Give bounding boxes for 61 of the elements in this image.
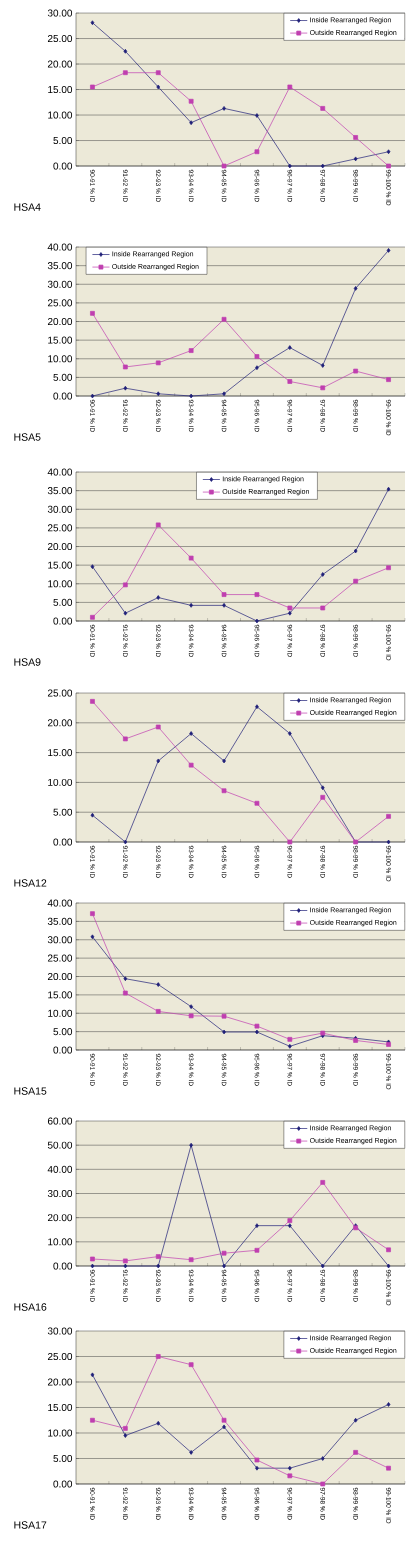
y-tick-label: 15.00 [48, 991, 73, 999]
y-tick-label: 25.00 [47, 1352, 73, 1361]
y-tick-label: 30.00 [47, 280, 73, 288]
y-tick-label: 25.00 [47, 524, 73, 532]
y-tick-label: 35.00 [47, 487, 73, 495]
y-tick-label: 15.00 [48, 86, 73, 94]
y-tick-label: 10.00 [48, 1009, 73, 1017]
y-tick-label: 20.00 [47, 60, 73, 68]
y-tick-label: 15.00 [48, 749, 73, 757]
y-tick-label: 20.00 [47, 719, 73, 727]
y-tick-label: 25.00 [47, 299, 73, 307]
y-tick-label: 40.00 [47, 468, 73, 476]
text: HSA9 [14, 658, 41, 666]
y-tick-label: 30.00 [47, 1189, 73, 1198]
y-tick-label: 30.00 [47, 936, 73, 944]
y-tick-label: 10.00 [48, 1429, 73, 1437]
y-tick-label: 40.00 [47, 243, 73, 251]
y-tick-label: 30.00 [47, 505, 73, 513]
text: HSA4 [14, 203, 41, 211]
y-tick-label: 20.00 [47, 317, 73, 326]
text: HSA5 [14, 433, 41, 441]
y-tick-label: 20.00 [47, 1214, 73, 1222]
y-tick-label: 5.00 [53, 1028, 73, 1036]
y-tick-label: 5.00 [53, 808, 73, 816]
y-tick-label: 60.00 [47, 1117, 73, 1125]
y-tick-label: 15.00 [48, 1403, 73, 1412]
y-tick-label: 0.00 [53, 617, 73, 625]
y-tick-label: 50.00 [47, 1141, 73, 1149]
y-tick-label: 10.00 [48, 1238, 73, 1246]
y-tick-label: 5.00 [53, 1454, 73, 1463]
y-tick-label: 20.00 [47, 1378, 73, 1386]
y-tick-label: 10.00 [48, 580, 73, 588]
y-tick-label: 25.00 [47, 689, 73, 697]
text: HSA12 [14, 879, 47, 887]
y-tick-label: 0.00 [53, 1046, 73, 1054]
y-tick-label: 25.00 [47, 35, 73, 43]
y-tick-label: 35.00 [47, 917, 73, 925]
y-tick-label: 15.00 [48, 561, 73, 569]
y-tick-label: 15.00 [48, 336, 73, 344]
y-tick-label: 30.00 [47, 1327, 73, 1335]
y-tick-label: 10.00 [48, 111, 73, 119]
text: HSA16 [14, 1303, 47, 1311]
y-tick-label: 35.00 [47, 262, 73, 270]
text: HSA15 [14, 1087, 47, 1095]
y-tick-label: 10.00 [48, 778, 73, 786]
y-tick-label: 20.00 [47, 972, 73, 981]
y-tick-label: 30.00 [47, 9, 73, 17]
y-tick-label: 10.00 [48, 355, 73, 363]
y-tick-label: 5.00 [53, 598, 73, 606]
y-tick-label: 5.00 [53, 136, 73, 145]
y-tick-label: 20.00 [47, 542, 73, 551]
y-tick-label: 0.00 [53, 1262, 73, 1270]
y-tick-label: 0.00 [53, 392, 73, 400]
y-tick-label: 0.00 [53, 838, 73, 846]
y-tick-label: 25.00 [47, 954, 73, 962]
y-tick-label: 40.00 [47, 1165, 73, 1173]
y-tick-label: 5.00 [53, 373, 73, 381]
y-tick-label: 40.00 [47, 899, 73, 907]
y-tick-label: 0.00 [53, 162, 73, 170]
y-tick-label: 0.00 [53, 1480, 73, 1488]
text: HSA17 [14, 1521, 47, 1529]
